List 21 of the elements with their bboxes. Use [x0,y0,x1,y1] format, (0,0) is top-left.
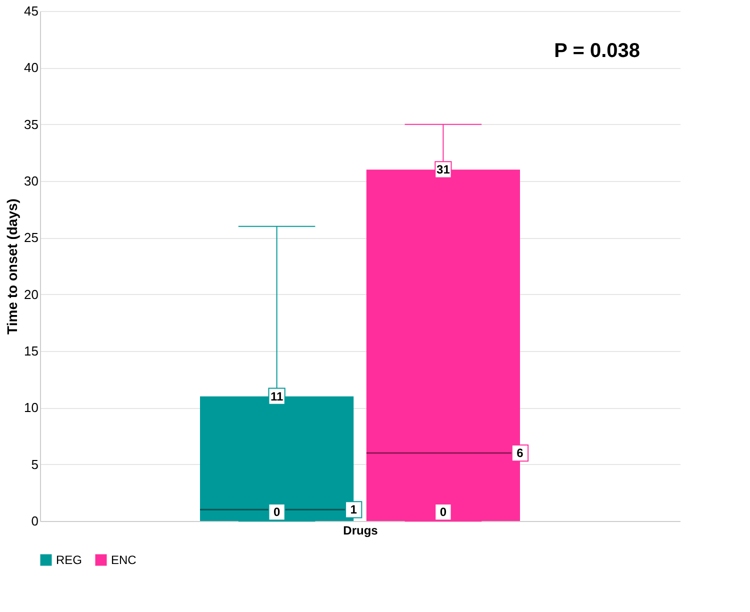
legend-label: ENC [111,553,137,567]
y-tick-label: 25 [24,230,38,246]
y-tick-label: 40 [24,60,38,76]
text: 0 [273,505,280,519]
text: 0 [440,505,447,519]
y-tick-label: 0 [31,514,38,528]
y-tick-label: 5 [31,456,38,472]
text: 11 [270,389,284,404]
y-tick-label: 20 [24,286,38,302]
legend-label: REG [56,553,82,567]
text: 1 [350,502,357,517]
x-axis-title: Drugs [343,524,378,538]
y-tick-label: 30 [24,174,38,188]
y-tick-label: 35 [24,116,38,132]
y-axis-title: Time to onset (days) [4,198,20,334]
text: 31 [436,162,450,177]
text: 6 [516,446,524,460]
y-tick-label: 15 [24,344,38,358]
y-tick-label: 45 [24,4,38,18]
annotation: P = 0.038 [554,40,640,62]
y-tick-label: 10 [24,400,38,416]
